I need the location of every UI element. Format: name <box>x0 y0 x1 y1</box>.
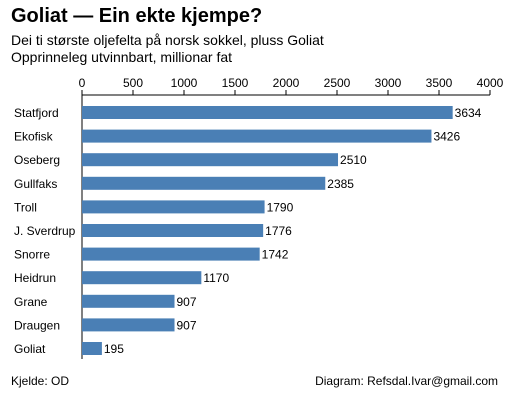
x-tick-label: 0 <box>79 76 86 90</box>
data-label: 2510 <box>340 153 367 167</box>
category-label: Statfjord <box>14 106 59 120</box>
data-label: 1742 <box>262 248 289 262</box>
x-tick-label: 2500 <box>324 76 351 90</box>
category-label: Grane <box>14 295 48 309</box>
data-label: 907 <box>177 295 197 309</box>
bar <box>82 176 326 190</box>
category-label: Snorre <box>14 248 50 262</box>
chart-subtitle: Dei ti største oljefelta på norsk sokkel… <box>11 32 324 48</box>
x-tick-label: 3500 <box>426 76 453 90</box>
bar <box>82 106 453 119</box>
data-label: 1170 <box>203 271 229 285</box>
credit-note: Diagram: Refsdal.Ivar@gmail.com <box>315 374 498 388</box>
category-label: Ekofisk <box>14 130 54 144</box>
bar <box>82 342 102 355</box>
bar <box>82 271 202 285</box>
bar <box>82 224 264 237</box>
data-label: 3634 <box>455 106 482 120</box>
x-tick-label: 2000 <box>273 76 300 90</box>
bar <box>82 318 175 332</box>
category-label: Draugen <box>14 318 60 332</box>
x-tick-label: 1500 <box>222 76 249 90</box>
data-label: 3426 <box>433 130 460 144</box>
category-label: Goliat <box>14 342 46 356</box>
category-label: Heidrun <box>14 271 56 285</box>
category-label: Troll <box>14 200 37 214</box>
data-label: 1790 <box>267 200 294 214</box>
bar <box>82 129 432 143</box>
chart-title: Goliat — Ein ekte kjempe? <box>11 5 263 27</box>
data-label: 1776 <box>265 224 292 238</box>
category-label: Oseberg <box>14 153 60 167</box>
bar <box>82 200 265 214</box>
data-label: 907 <box>177 318 197 332</box>
x-tick-label: 4000 <box>477 76 504 90</box>
bar <box>82 294 175 308</box>
data-label: 2385 <box>327 177 354 191</box>
source-note: Kjelde: OD <box>11 374 70 388</box>
category-label: Gullfaks <box>14 177 57 191</box>
chart-unit-subtitle: Opprinneleg utvinnbart, millionar fat <box>11 49 233 65</box>
data-label: 195 <box>104 342 124 356</box>
x-tick-label: 1000 <box>171 76 198 90</box>
x-tick-label: 3000 <box>375 76 402 90</box>
x-tick-label: 500 <box>123 76 143 90</box>
category-label: J. Sverdrup <box>14 224 76 238</box>
bar <box>82 247 260 261</box>
bar <box>82 153 339 167</box>
